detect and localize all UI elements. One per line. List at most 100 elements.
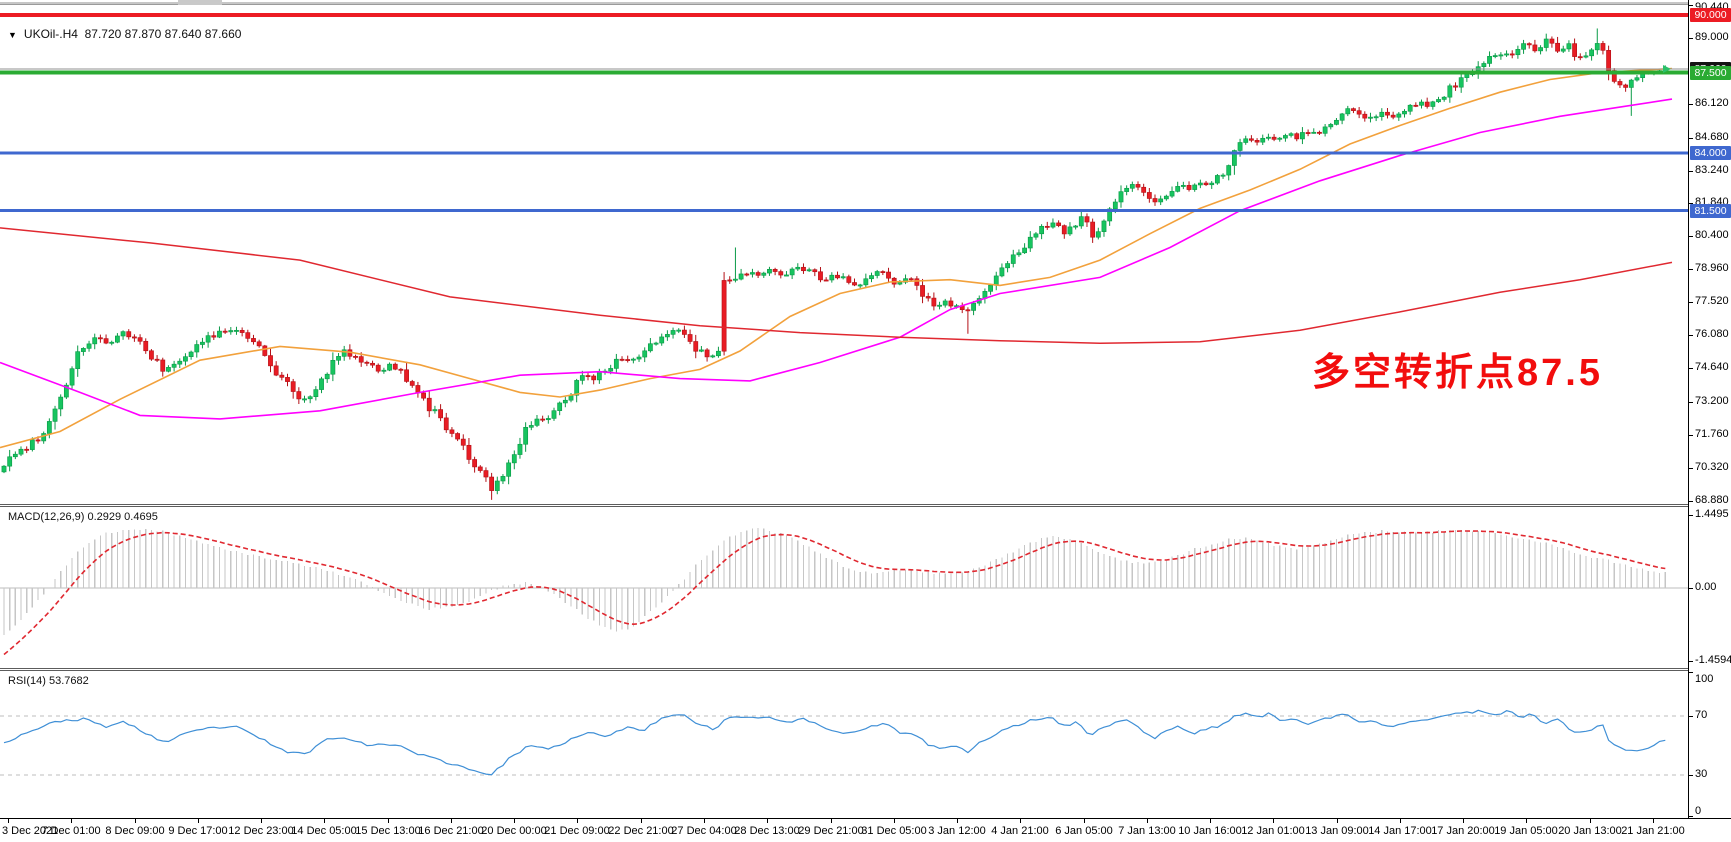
time-tick-mark: [1210, 819, 1211, 823]
time-tick-mark: [767, 819, 768, 823]
time-tick-label: 12 Dec 23:00: [228, 825, 294, 837]
ohlc-readout: 87.720 87.870 87.640 87.660: [84, 27, 242, 41]
rsi-line: [3, 709, 1666, 776]
price-badge: 90.000: [1690, 8, 1731, 22]
time-tick-label: 31 Dec 05:00: [861, 825, 927, 837]
macd-tick-label: 0.00: [1695, 581, 1717, 593]
time-tick-mark: [1020, 819, 1021, 823]
time-tick-mark: [1084, 819, 1085, 823]
time-tick-mark: [451, 819, 452, 823]
rsi-label: RSI(14) 53.7682: [8, 675, 89, 687]
price-tick-label: 74.640: [1695, 361, 1729, 373]
price-tick-label: 73.200: [1695, 395, 1729, 407]
time-tick-label: 29 Dec 21:00: [798, 825, 864, 837]
time-tick-mark: [514, 819, 515, 823]
price-tick-label: 77.520: [1695, 295, 1729, 307]
annotation-text: 多空转折点87.5: [1312, 352, 1603, 394]
time-tick-mark: [704, 819, 705, 823]
panel-splitter-macd[interactable]: [0, 504, 1731, 507]
symbol-dropdown-icon[interactable]: ▼: [8, 30, 17, 40]
top-scrollbar-thumb[interactable]: [178, 0, 222, 5]
chart-title: ▼ UKOil-.H4 87.720 87.870 87.640 87.660: [8, 27, 241, 41]
price-badge: 84.000: [1690, 146, 1731, 160]
price-tick-mark: [1689, 335, 1693, 336]
rsi-tick-mark: [1689, 716, 1693, 717]
time-tick-mark: [388, 819, 389, 823]
time-tick-label: 6 Jan 05:00: [1055, 825, 1113, 837]
rsi-tick-mark: [1689, 672, 1693, 673]
time-tick-label: 7 Dec 01:00: [41, 825, 101, 837]
price-tick-mark: [1689, 435, 1693, 436]
time-tick-label: 27 Dec 04:00: [671, 825, 737, 837]
price-tick-mark: [1689, 203, 1693, 204]
time-tick-mark: [261, 819, 262, 823]
slow-ma: [0, 227, 1673, 344]
price-tick-label: 76.080: [1695, 328, 1729, 340]
time-tick-mark: [1147, 819, 1148, 823]
price-tick-mark: [1689, 5, 1693, 6]
price-tick-label: 89.000: [1695, 31, 1729, 43]
rsi-tick-label: 30: [1695, 768, 1708, 780]
price-tick-mark: [1689, 104, 1693, 105]
price-tick-mark: [1689, 501, 1693, 502]
time-tick-label: 20 Dec 00:00: [481, 825, 547, 837]
time-tick-mark: [1653, 819, 1654, 823]
price-badge: 87.500: [1690, 66, 1731, 80]
price-tick-label: 83.240: [1695, 164, 1729, 176]
time-tick-mark: [641, 819, 642, 823]
time-tick-mark: [831, 819, 832, 823]
time-tick-label: 3 Dec 2021: [2, 825, 59, 837]
time-tick-mark: [1590, 819, 1591, 823]
rsi-tick-label: 70: [1695, 709, 1708, 721]
price-tick-label: 71.760: [1695, 428, 1729, 440]
time-tick-mark: [1400, 819, 1401, 823]
rsi-panel-canvas[interactable]: [0, 671, 1688, 818]
time-tick-label: 8 Dec 09:00: [105, 825, 165, 837]
time-tick-mark: [198, 819, 199, 823]
price-tick-mark: [1689, 402, 1693, 403]
time-tick-mark: [1526, 819, 1527, 823]
time-tick-mark: [71, 819, 72, 823]
price-tick-mark: [1689, 368, 1693, 369]
price-axis[interactable]: 90.440 89.000 86.120 84.680 83.240 81.840 80.4…: [1688, 0, 1731, 818]
price-tick-label: 80.400: [1695, 229, 1729, 241]
time-tick-label: 14 Jan 17:00: [1368, 825, 1432, 837]
price-tick-label: 68.880: [1695, 494, 1729, 506]
rsi-tick-label: 0: [1695, 805, 1702, 817]
last-price-arrow: [1663, 64, 1671, 73]
macd-signal-line: [3, 530, 1666, 656]
time-tick-label: 12 Jan 01:00: [1241, 825, 1305, 837]
macd-panel-canvas[interactable]: [0, 507, 1688, 669]
time-tick-label: 3 Jan 12:00: [928, 825, 986, 837]
price-badge: 81.500: [1690, 204, 1731, 218]
macd-tick-mark: [1689, 588, 1693, 589]
time-tick-label: 15 Dec 13:00: [355, 825, 421, 837]
time-tick-mark: [894, 819, 895, 823]
panel-splitter-rsi[interactable]: [0, 668, 1731, 671]
rsi-tick-mark: [1689, 775, 1693, 776]
time-tick-label: 4 Jan 21:00: [991, 825, 1049, 837]
time-tick-mark: [1463, 819, 1464, 823]
price-tick-label: 86.120: [1695, 97, 1729, 109]
price-tick-mark: [1689, 302, 1693, 303]
window-top-border: [0, 4, 1731, 5]
time-tick-label: 14 Dec 05:00: [291, 825, 357, 837]
time-tick-mark: [324, 819, 325, 823]
main-chart-canvas[interactable]: [0, 0, 1688, 505]
price-tick-mark: [1689, 468, 1693, 469]
price-tick-mark: [1689, 269, 1693, 270]
macd-tick-mark: [1689, 515, 1693, 516]
price-tick-mark: [1689, 171, 1693, 172]
price-tick-mark: [1689, 38, 1693, 39]
fast-ma: [0, 67, 1673, 449]
time-axis[interactable]: 3 Dec 2021 7 Dec 01:00 8 Dec 09:00 9 Dec 17…: [0, 818, 1731, 842]
time-tick-label: 22 Dec 21:00: [608, 825, 674, 837]
time-tick-mark: [1273, 819, 1274, 823]
time-tick-label: 7 Jan 13:00: [1118, 825, 1176, 837]
time-tick-label: 20 Jan 13:00: [1558, 825, 1622, 837]
time-tick-label: 9 Dec 17:00: [168, 825, 228, 837]
macd-tick-mark: [1689, 661, 1693, 662]
time-tick-label: 17 Jan 20:00: [1431, 825, 1495, 837]
time-tick-label: 21 Dec 09:00: [544, 825, 610, 837]
